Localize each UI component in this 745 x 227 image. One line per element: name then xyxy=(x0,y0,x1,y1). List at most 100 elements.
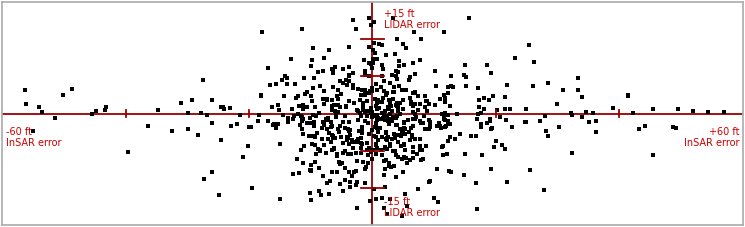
Point xyxy=(347,86,359,89)
Point xyxy=(318,123,330,127)
Point xyxy=(393,155,405,159)
Point xyxy=(384,145,396,148)
Point xyxy=(66,87,78,91)
Point xyxy=(622,94,634,97)
Point xyxy=(405,158,416,162)
Point xyxy=(371,88,383,91)
Point xyxy=(365,62,377,66)
Point xyxy=(326,108,338,112)
Point xyxy=(237,155,249,158)
Point xyxy=(355,130,367,133)
Point xyxy=(501,180,513,184)
Point xyxy=(380,53,392,57)
Point xyxy=(291,158,303,161)
Point xyxy=(341,83,353,86)
Point xyxy=(314,111,326,114)
Point xyxy=(449,137,461,141)
Point xyxy=(391,101,403,104)
Point xyxy=(374,100,386,104)
Point xyxy=(478,96,489,100)
Point xyxy=(363,16,375,20)
Point xyxy=(255,94,267,97)
Point xyxy=(481,63,492,67)
Point xyxy=(326,98,337,101)
Point xyxy=(386,109,398,113)
Point xyxy=(485,127,497,131)
Point xyxy=(405,135,417,139)
Point xyxy=(370,104,382,108)
Point xyxy=(255,94,267,98)
Point xyxy=(415,121,427,124)
Point xyxy=(337,141,349,145)
Point xyxy=(498,96,510,99)
Point xyxy=(377,67,389,71)
Point xyxy=(301,90,313,94)
Point xyxy=(500,118,512,122)
Point xyxy=(378,89,390,93)
Point xyxy=(459,153,471,156)
Point xyxy=(282,116,294,120)
Point xyxy=(417,121,429,124)
Point xyxy=(451,113,463,116)
Point xyxy=(385,104,397,108)
Point xyxy=(351,159,363,163)
Point xyxy=(361,99,372,102)
Point xyxy=(372,98,384,102)
Point xyxy=(509,56,521,59)
Point xyxy=(523,43,535,46)
Point xyxy=(423,180,435,184)
Point xyxy=(439,125,451,128)
Point xyxy=(328,103,340,107)
Point xyxy=(442,152,454,155)
Point xyxy=(703,110,714,114)
Point xyxy=(506,125,518,128)
Point xyxy=(294,123,306,126)
Point xyxy=(438,30,450,34)
Point xyxy=(351,140,363,144)
Point xyxy=(326,148,338,152)
Point xyxy=(377,96,389,100)
Point xyxy=(400,88,412,91)
Point xyxy=(297,103,309,107)
Point xyxy=(366,128,378,131)
Point xyxy=(343,133,355,137)
Point xyxy=(539,188,551,192)
Point xyxy=(466,134,478,138)
Point xyxy=(383,164,395,168)
Point xyxy=(337,151,349,155)
Point xyxy=(551,102,563,105)
Point xyxy=(398,121,410,125)
Point xyxy=(305,198,317,202)
Point xyxy=(399,127,411,130)
Point xyxy=(394,127,406,131)
Point xyxy=(304,191,316,195)
Point xyxy=(362,162,374,165)
Point xyxy=(345,152,357,156)
Point xyxy=(399,148,410,152)
Point xyxy=(672,107,684,111)
Point xyxy=(296,127,308,131)
Point xyxy=(290,97,302,100)
Point xyxy=(349,151,361,155)
Point xyxy=(385,165,397,168)
Point xyxy=(375,126,387,130)
Point xyxy=(390,123,402,127)
Point xyxy=(361,142,373,145)
Point xyxy=(370,125,381,128)
Point xyxy=(405,133,417,137)
Point xyxy=(404,138,416,142)
Point xyxy=(315,193,327,197)
Point xyxy=(407,151,419,154)
Point xyxy=(370,115,382,118)
Point xyxy=(317,174,329,178)
Point xyxy=(326,72,338,75)
Point xyxy=(370,107,382,111)
Point xyxy=(337,120,349,124)
Point xyxy=(270,126,282,130)
Point xyxy=(332,98,344,101)
Point xyxy=(317,137,329,141)
Point xyxy=(339,126,351,130)
Point xyxy=(343,75,355,78)
Point xyxy=(444,136,456,139)
Point xyxy=(478,107,490,110)
